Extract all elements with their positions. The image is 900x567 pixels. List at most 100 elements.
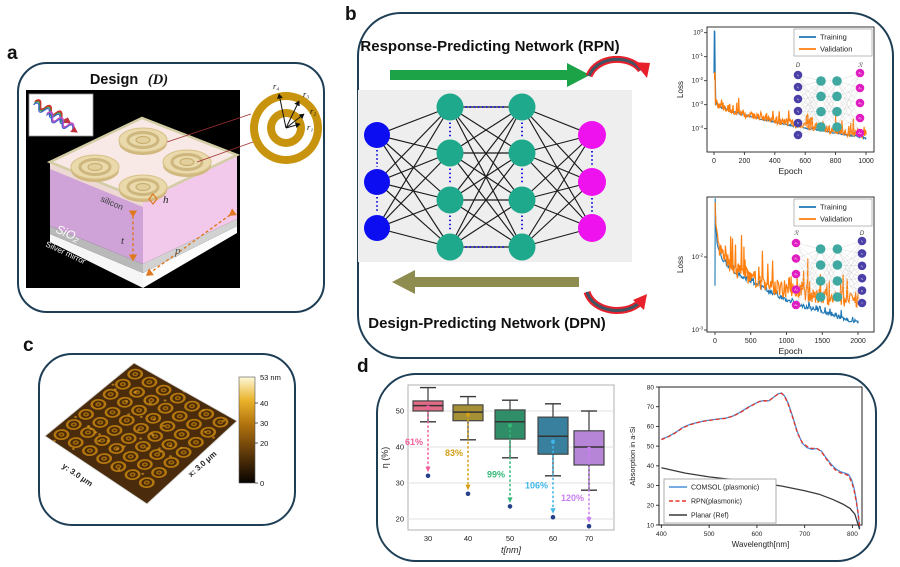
inset-link	[837, 265, 863, 298]
inset-node	[815, 276, 826, 286]
inset-node	[832, 76, 842, 86]
legend-label: Validation	[820, 215, 852, 224]
inset-node	[815, 292, 826, 302]
hidden-node	[436, 93, 464, 121]
inset-node	[857, 261, 867, 271]
inset-node	[855, 98, 865, 108]
inset-link	[820, 80, 838, 112]
inset-node-label: A₂	[794, 257, 798, 261]
y-tick-label: 30	[396, 479, 404, 488]
afm-ring	[169, 461, 173, 464]
afm-speckle	[115, 447, 119, 451]
h-label: h	[163, 194, 169, 206]
inset-link	[797, 96, 822, 124]
inset-node-label: r₁	[797, 73, 799, 77]
afm-speckle	[201, 409, 205, 412]
mean-marker	[426, 405, 430, 410]
inset-link	[820, 264, 838, 298]
afm-ring	[157, 471, 161, 474]
panel-b-scene: Response-Predicting Network (RPN) Design…	[358, 26, 875, 356]
afm-ring	[162, 389, 165, 392]
inset-link	[795, 242, 821, 266]
inset-link	[797, 74, 822, 128]
hidden-node	[508, 186, 536, 214]
inset-link	[797, 111, 822, 136]
y-axis-label: Absorption in a-Si	[628, 426, 637, 486]
inset-node-label: Aₙ	[858, 131, 862, 135]
inset-node	[793, 118, 803, 128]
x-tick-label: 60	[549, 534, 557, 543]
afm-ring	[145, 481, 149, 484]
inset-node-label: A₁	[858, 71, 861, 75]
mean-marker	[466, 412, 470, 417]
legend-label: COMSOL (plasmonic)	[691, 485, 759, 492]
inset-node	[832, 260, 843, 270]
legend: COMSOL (plasmonic) RPN(plasmonic) Planar (…	[663, 478, 777, 524]
inset-link	[837, 248, 863, 291]
inset-node	[832, 91, 842, 102]
inset-link	[797, 86, 822, 112]
x-tick-label: 600	[751, 531, 762, 538]
x-tick-label: 50	[506, 534, 514, 543]
afm-speckle	[98, 433, 101, 436]
afm-ring	[127, 437, 131, 440]
inset-node	[857, 236, 867, 246]
afm-speckle	[141, 472, 145, 475]
output-node	[578, 168, 606, 196]
panel-a-scene: Design (D) silico	[26, 72, 322, 288]
afm-ring	[141, 445, 145, 448]
inset-link	[820, 96, 838, 128]
ring-connector-line	[196, 141, 254, 163]
afm-speckle	[139, 437, 143, 440]
hidden-node	[436, 233, 464, 261]
y-tick-label: 50	[396, 407, 404, 416]
inset-node	[855, 83, 865, 93]
ring-groove	[126, 178, 160, 196]
y-tick-label: 40	[396, 443, 404, 452]
inset-link	[797, 74, 822, 97]
afm-ring	[139, 427, 143, 430]
drop-arrowhead	[507, 497, 513, 503]
inset-node	[857, 273, 867, 283]
dpn-title: Design-Predicting Network (DPN)	[368, 315, 606, 332]
inset-node	[855, 128, 865, 138]
nn-link	[449, 106, 523, 154]
afm-speckle	[157, 447, 161, 450]
afm-ring	[109, 393, 112, 396]
afm-ring	[125, 419, 129, 422]
inset-link	[795, 248, 821, 290]
afm-ring	[100, 439, 104, 442]
colorbar-ticks: 53 nm 40 30 20 0	[255, 373, 281, 488]
inset-link	[836, 87, 861, 128]
afm-speckle	[148, 402, 152, 405]
spectrum-curve	[661, 392, 861, 527]
y-tick-label: 40	[647, 463, 655, 470]
afm-ring	[133, 373, 137, 376]
inset-node	[793, 82, 803, 92]
dpn-backward-arrow	[392, 270, 579, 294]
ring-center	[87, 162, 103, 172]
afm-speckle	[203, 430, 207, 433]
inset-link	[837, 265, 863, 282]
inset-node-label: h	[861, 289, 863, 293]
afm-ring	[176, 397, 180, 400]
neural-network-diagram	[364, 93, 606, 261]
nn-link	[521, 134, 593, 201]
ring-radii-diagram: r₄ r₃ r₂ r₁	[250, 81, 322, 164]
inset-node	[815, 244, 826, 254]
y-tick-label: 70	[647, 404, 655, 411]
hidden-node	[436, 139, 464, 167]
inset-node-label: t	[862, 301, 863, 305]
nn-link	[376, 152, 451, 229]
afm-ring	[149, 399, 153, 402]
inset-link	[837, 280, 863, 304]
enhancement-label: 120%	[561, 493, 584, 503]
x-tick-label: 40	[464, 534, 472, 543]
inset-node-label: r₄	[861, 276, 864, 280]
afm-ring	[219, 421, 222, 424]
inset-link	[820, 80, 838, 128]
ring-groove	[170, 153, 204, 171]
inset-node	[816, 91, 826, 102]
inset-link	[837, 253, 863, 298]
inset-node-label: r₂	[797, 85, 800, 89]
